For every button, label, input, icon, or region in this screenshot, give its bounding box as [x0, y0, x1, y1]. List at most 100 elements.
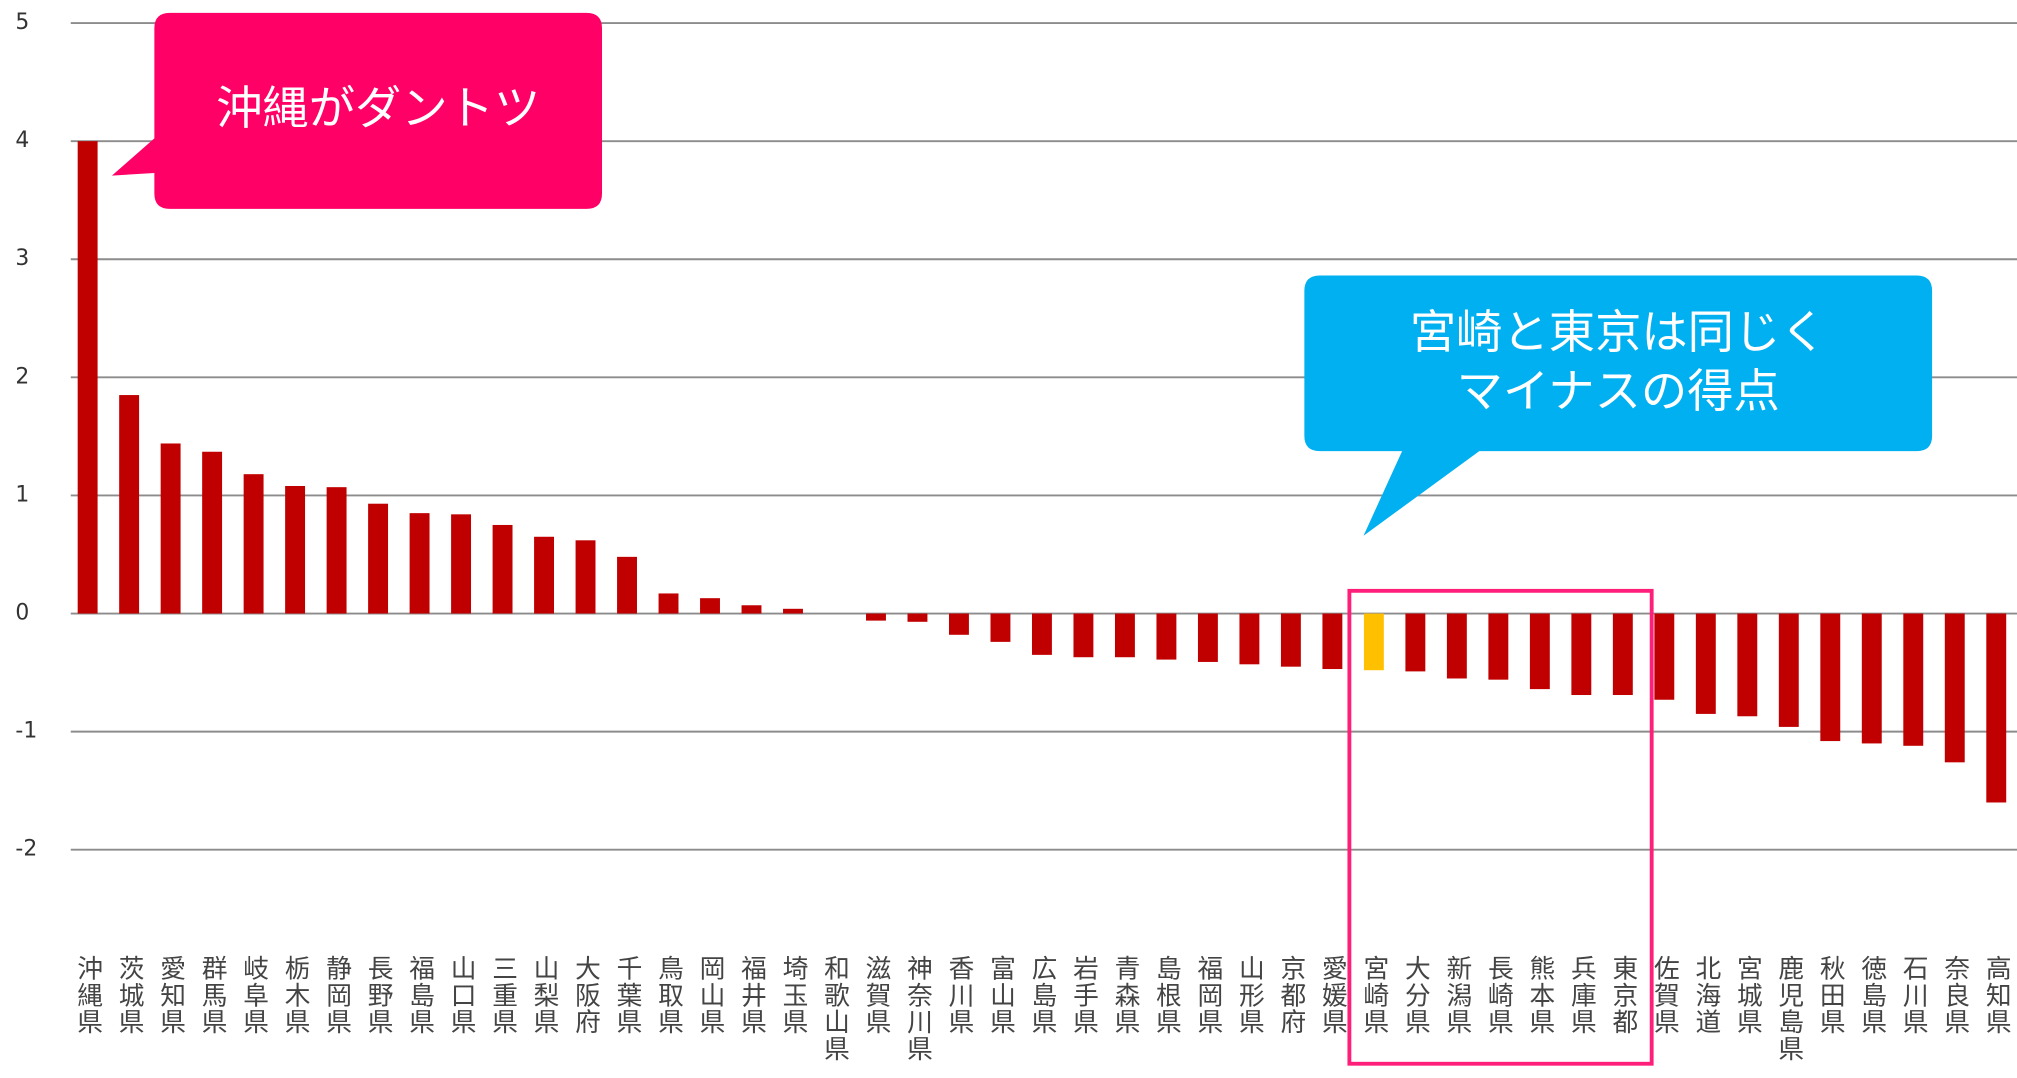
x-tick-label: 秋田県: [1815, 954, 1845, 1035]
x-tick-label: 長崎県: [1483, 955, 1513, 1036]
x-tick-label: 山梨県: [529, 954, 559, 1035]
x-tick-label: 鹿児島県: [1774, 954, 1804, 1062]
bar: [1861, 613, 1882, 744]
x-tick-label: 鳥取県: [653, 954, 683, 1035]
bar: [1695, 613, 1716, 714]
bar: [1280, 613, 1301, 667]
x-tick-label: 東京都: [1608, 954, 1638, 1035]
bar: [1114, 613, 1135, 658]
x-tick-label: 富山県: [985, 954, 1015, 1035]
x-tick-label: 島根県: [1151, 954, 1181, 1035]
x-tick-label: 大阪府: [571, 954, 601, 1035]
annotation: 宮崎と東京は同じく: [1410, 305, 1827, 359]
highlight-box: [1347, 588, 1654, 1066]
x-tick-label: 山形県: [1234, 954, 1264, 1035]
x-tick-label: 山口県: [446, 954, 476, 1035]
bar: [866, 613, 886, 621]
x-tick-label: 福島県: [405, 954, 435, 1035]
x-tick-label: 岡山県: [695, 955, 725, 1036]
x-tick-label: 長野県: [363, 955, 393, 1036]
bar: [990, 613, 1011, 642]
x-tick-label: 高知県: [1981, 954, 2011, 1035]
bar: [160, 443, 181, 614]
bar: [1363, 613, 1384, 671]
x-tick-label: 青森県: [1110, 954, 1140, 1035]
bar: [1488, 613, 1509, 680]
x-tick-label: 北海道: [1691, 955, 1721, 1036]
bar: [783, 608, 803, 614]
bar: [1737, 613, 1758, 717]
bar: [1820, 613, 1841, 742]
bar: [326, 487, 347, 614]
bar: [1322, 613, 1343, 670]
bar: [658, 593, 679, 614]
x-tick-label: 滋賀県: [861, 954, 891, 1035]
bar: [1156, 613, 1177, 660]
y-tick-label: -2: [15, 837, 37, 862]
bar: [243, 474, 264, 614]
bar: [700, 598, 720, 614]
bar: [1986, 613, 2007, 803]
x-tick-label: 埼玉県: [778, 954, 808, 1035]
y-tick-label: 5: [15, 10, 29, 35]
bar: [1031, 613, 1052, 655]
x-tick-label: 三重県: [488, 955, 518, 1036]
callout: [111, 12, 603, 209]
x-tick-label: 京都府: [1276, 954, 1306, 1035]
bar: [1529, 613, 1550, 690]
bar: [202, 451, 223, 614]
y-tick-label: 0: [15, 601, 29, 626]
bar: [1903, 613, 1924, 746]
x-tick-label: 栃木県: [280, 954, 310, 1035]
bar: [119, 395, 140, 614]
x-tick-label: 大分県: [1400, 954, 1430, 1035]
x-tick-label: 熊本県: [1525, 954, 1555, 1035]
x-tick-label: 神奈川県: [902, 954, 932, 1062]
x-tick-label: 千葉県: [612, 954, 642, 1035]
bar: [575, 540, 596, 614]
x-tick-label: 広島県: [1027, 954, 1057, 1035]
y-tick-label: 2: [15, 364, 29, 389]
x-tick-label: 香川県: [944, 954, 974, 1035]
bar: [1239, 613, 1260, 665]
bar: [1446, 613, 1467, 679]
bar: [534, 536, 555, 614]
x-tick-label: 石川県: [1898, 955, 1928, 1036]
x-tick-label: 愛媛県: [1317, 954, 1347, 1035]
x-tick-label: 宮崎県: [1359, 954, 1389, 1035]
bar: [907, 613, 928, 622]
y-tick-label: -1: [15, 719, 37, 744]
x-tick-label: 宮城県: [1732, 954, 1762, 1035]
bar: [1197, 613, 1218, 662]
callout: [1304, 275, 1933, 536]
bar: [1073, 613, 1094, 658]
bar: [741, 605, 762, 614]
x-tick-label: 愛知県: [156, 954, 186, 1035]
bar: [1944, 613, 1965, 763]
x-tick-label: 群馬県: [197, 954, 227, 1035]
bar: [492, 524, 513, 614]
bar: [617, 556, 637, 614]
bar: [368, 503, 389, 614]
x-tick-label: 静岡県: [322, 954, 352, 1035]
annotation: 沖縄がダントツ: [216, 81, 540, 135]
y-tick-label: 1: [15, 482, 29, 507]
x-tick-label: 福岡県: [1193, 954, 1223, 1035]
bar: [949, 613, 969, 635]
bar: [451, 514, 472, 614]
bar: [285, 485, 306, 614]
bar: [1612, 613, 1633, 696]
x-tick-label: 沖縄県: [73, 954, 103, 1035]
bar: [1654, 613, 1675, 700]
y-tick-label: 3: [15, 246, 29, 271]
x-tick-label: 佐賀県: [1649, 954, 1679, 1035]
x-tick-label: 兵庫県: [1566, 954, 1596, 1035]
bar: [1571, 613, 1592, 696]
annotation: マイナスの得点: [1457, 364, 1780, 418]
bar: [77, 141, 98, 614]
bar: [409, 513, 430, 614]
x-tick-label: 新潟県: [1442, 954, 1472, 1035]
y-tick-label: 4: [15, 128, 29, 153]
x-tick-label: 徳島県: [1857, 954, 1887, 1035]
